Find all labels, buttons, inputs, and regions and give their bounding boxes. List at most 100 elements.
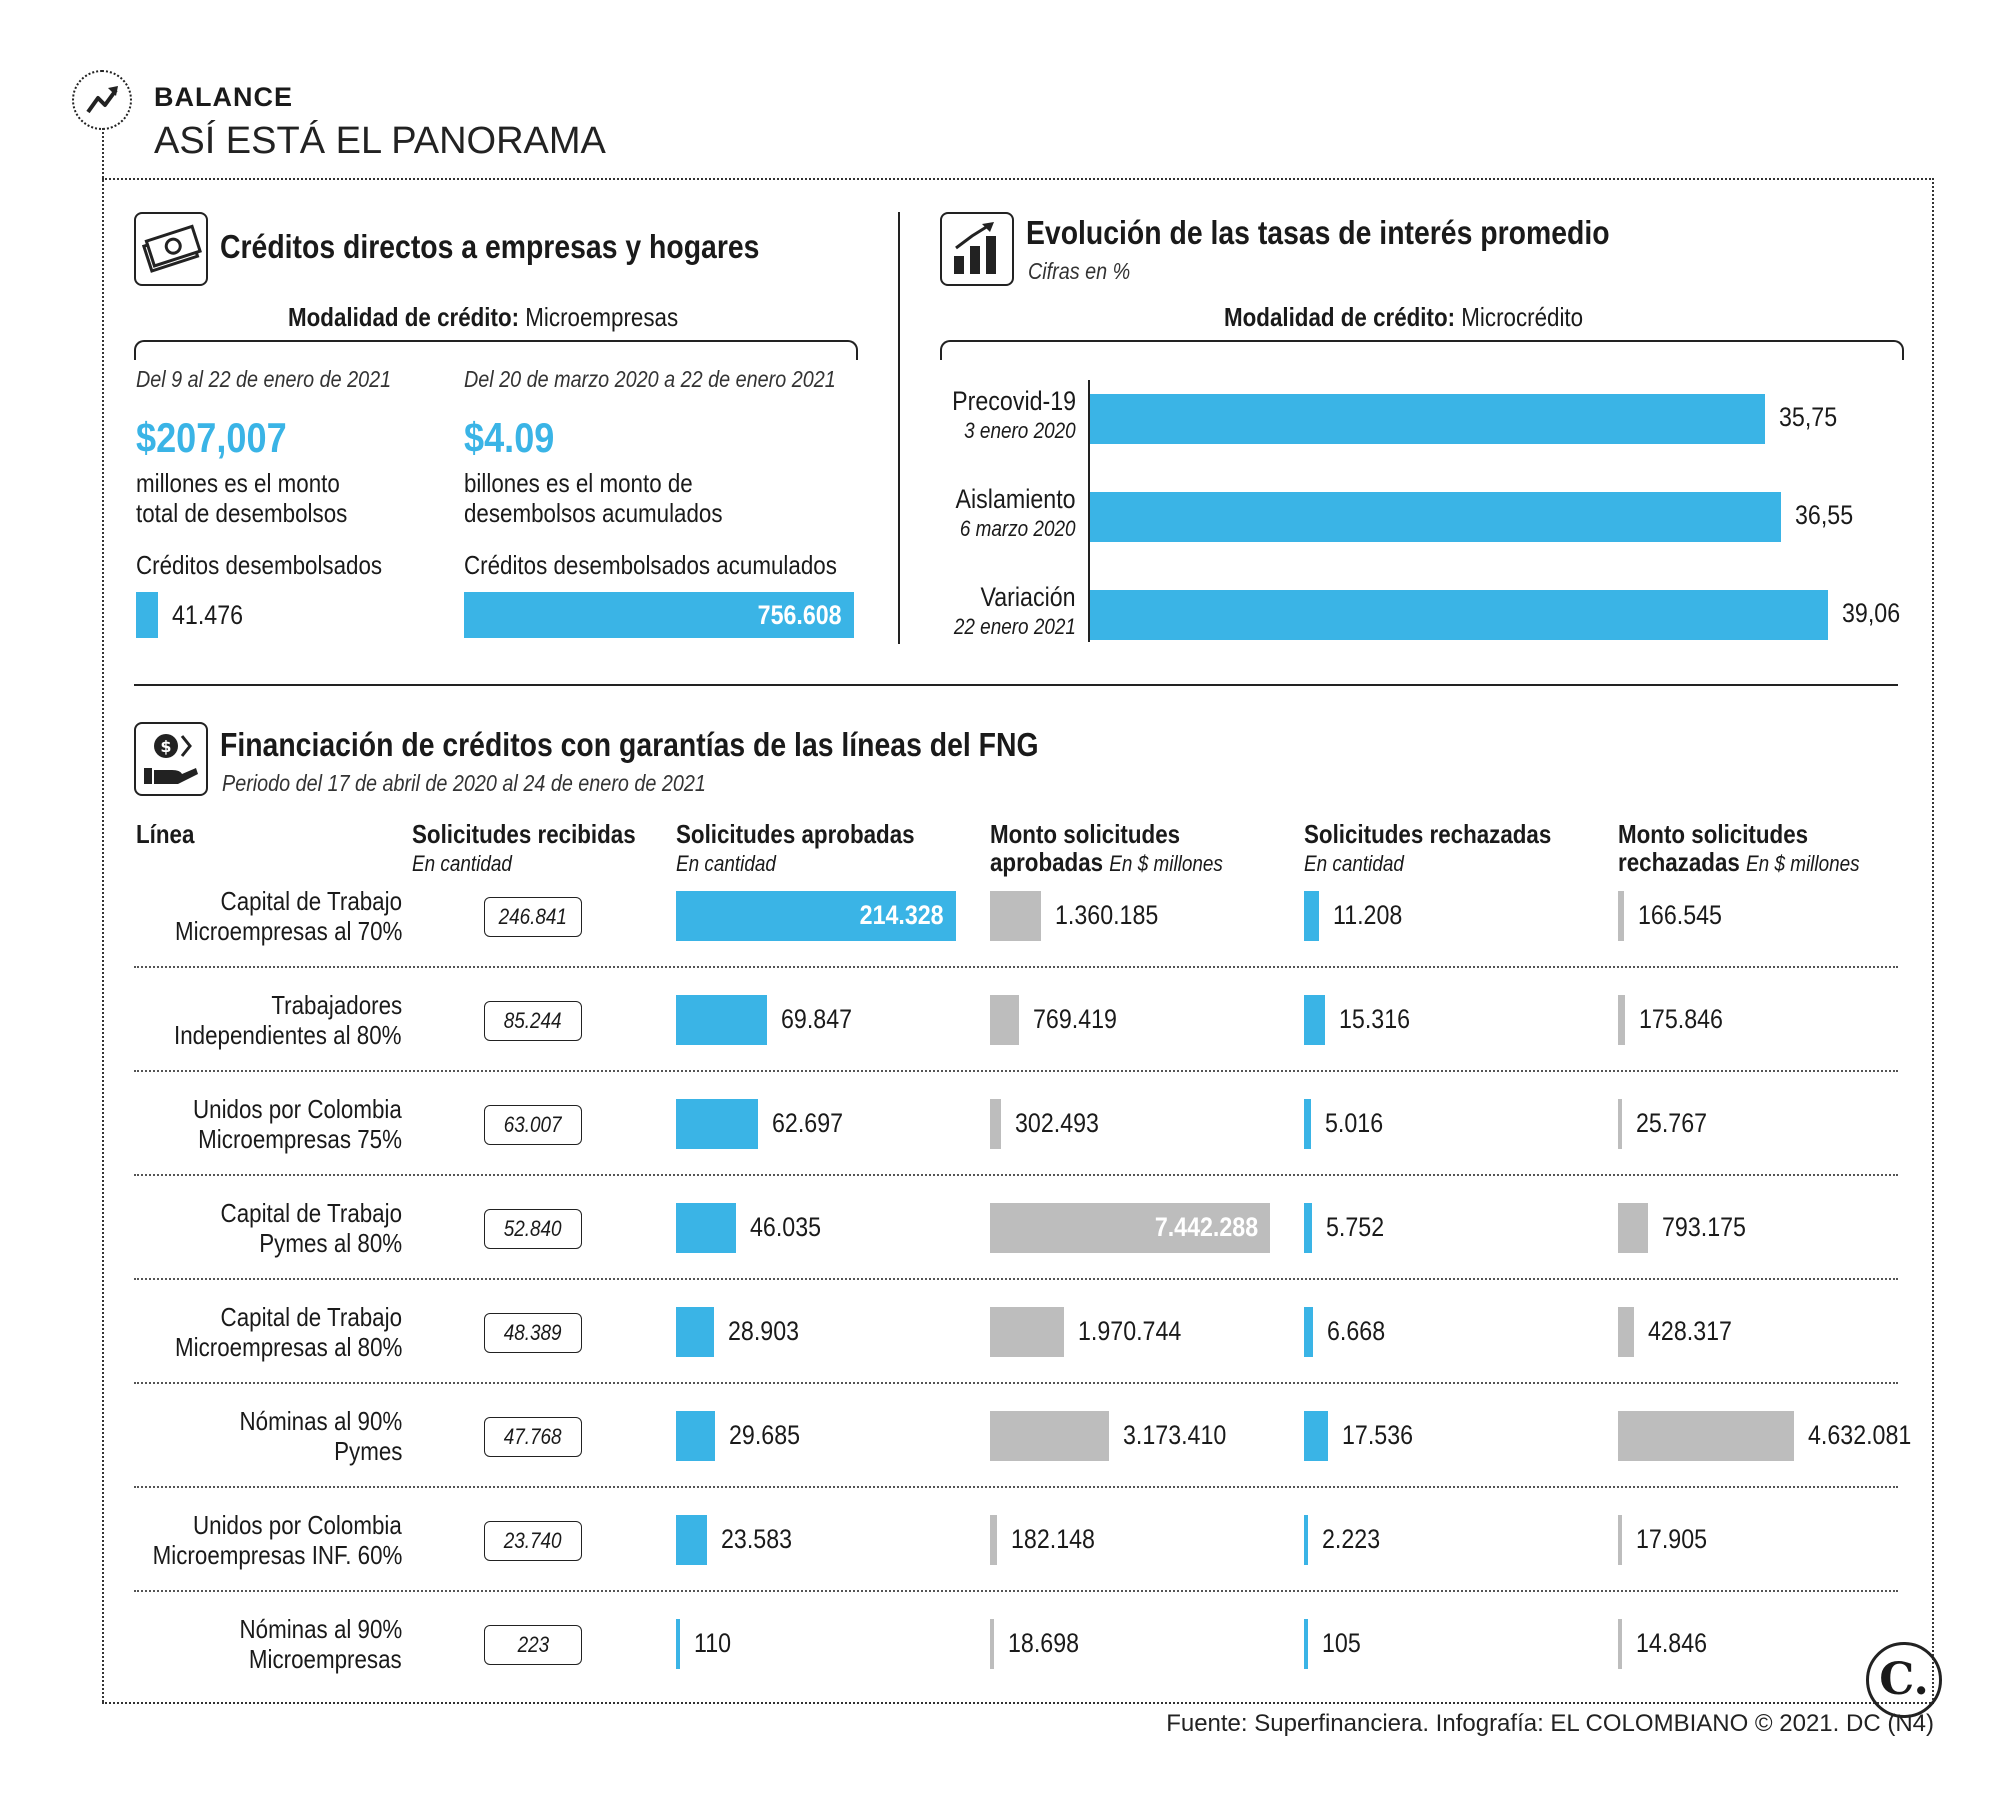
aprobadas-value-text: 28.903 <box>728 1316 800 1346</box>
rates-axis <box>1088 380 1090 642</box>
monto-rechazadas-value: 17.905 <box>1636 1524 1719 1555</box>
section-separator <box>134 684 1898 686</box>
aprobadas-value: 62.697 <box>772 1108 855 1139</box>
monto-rechazadas-value-text: 175.846 <box>1639 1004 1723 1034</box>
row-line-label-2: Microempresas al 80% <box>138 1332 402 1362</box>
aprobadas-value: 214.328 <box>846 900 944 931</box>
row-line-text-1: Trabajadores <box>271 990 402 1020</box>
frame-left-line <box>102 128 104 1702</box>
left-credits-label: Créditos desembolsados <box>136 550 383 580</box>
monto-aprobadas-value-text: 1.970.744 <box>1078 1316 1182 1346</box>
fng-title: Financiación de créditos con garantías d… <box>220 726 1039 763</box>
rechazadas-value-text: 15.316 <box>1339 1004 1411 1034</box>
rate-category-label: Precovid-19 <box>932 386 1076 417</box>
recibidas-value: 223 <box>517 1632 549 1657</box>
recibidas-value: 23.740 <box>504 1528 562 1553</box>
aprobadas-bar <box>676 995 767 1045</box>
monto-rechazadas-value-text: 428.317 <box>1648 1316 1732 1346</box>
row-separator <box>134 1486 1898 1488</box>
row-line-label-1: Nóminas al 90% <box>213 1406 402 1436</box>
right-period: Del 20 de marzo 2020 a 22 de enero 2021 <box>464 366 836 392</box>
right-credits-bar <box>464 592 854 638</box>
recibidas-value: 48.389 <box>504 1320 562 1345</box>
monto-rechazadas-value-text: 17.905 <box>1636 1524 1708 1554</box>
aprobadas-value: 46.035 <box>750 1212 833 1243</box>
row-separator <box>134 1590 1898 1592</box>
row-line-text-2: Microempresas <box>249 1644 402 1674</box>
col-recibidas-sub: En cantidad <box>412 851 512 876</box>
right-credits-value: 756.608 <box>758 600 842 630</box>
hand-coin-icon: $ <box>134 722 208 796</box>
col-monto-aprob-sub: En $ millones <box>1109 851 1223 876</box>
row-line-text-2: Microempresas 75% <box>198 1124 402 1154</box>
rechazadas-value-text: 11.208 <box>1333 900 1403 930</box>
monto-rechazadas-value: 14.846 <box>1636 1628 1719 1659</box>
monto-rechazadas-value-text: 25.767 <box>1636 1108 1708 1138</box>
row-line-text-1: Nóminas al 90% <box>239 1406 402 1436</box>
left-amount: $207,007 <box>136 414 287 461</box>
rate-date-text: 6 marzo 2020 <box>960 516 1076 541</box>
rechazadas-value-text: 5.752 <box>1326 1212 1385 1242</box>
rate-date-text: 3 enero 2020 <box>964 418 1076 443</box>
monto-aprobadas-value: 7.442.288 <box>1138 1212 1258 1243</box>
col-monto-aprob-1: Monto solicitudes <box>990 819 1181 849</box>
rate-category-label: Aislamiento <box>936 484 1076 515</box>
right-desc-1: billones es el monto de <box>464 468 693 498</box>
row-line-text-2: Microempresas al 70% <box>174 916 402 946</box>
rechazadas-bar <box>1304 891 1319 941</box>
aprobadas-bar <box>676 1307 714 1357</box>
rechazadas-bar <box>1304 1099 1311 1149</box>
recibidas-value: 63.007 <box>504 1112 562 1137</box>
rate-category-date: 3 enero 2020 <box>946 418 1076 444</box>
recibidas-value: 52.840 <box>504 1216 562 1241</box>
monto-rechazadas-value-text: 14.846 <box>1636 1628 1708 1658</box>
rechazadas-value-text: 17.536 <box>1342 1420 1414 1450</box>
recibidas-value: 246.841 <box>498 904 568 929</box>
monto-aprobadas-bar <box>990 995 1019 1045</box>
left-desc-2: total de desembolsos <box>136 498 348 528</box>
credits-modality-label: Modalidad de crédito: <box>288 302 520 332</box>
rate-category-date: 22 enero 2021 <box>934 614 1076 640</box>
left-period: Del 9 al 22 de enero de 2021 <box>136 366 392 392</box>
monto-aprobadas-value: 18.698 <box>1008 1628 1091 1659</box>
monto-aprobadas-bar <box>990 1307 1064 1357</box>
rechazadas-value: 11.208 <box>1333 900 1414 931</box>
monto-aprobadas-value-text: 7.442.288 <box>1154 1212 1258 1242</box>
monto-rechazadas-bar <box>1618 1203 1648 1253</box>
aprobadas-value-text: 214.328 <box>860 900 944 930</box>
aprobadas-bar <box>676 1099 758 1149</box>
aprobadas-bar <box>676 891 956 941</box>
monto-rechazadas-value: 428.317 <box>1648 1316 1746 1347</box>
rechazadas-bar <box>1304 1515 1308 1565</box>
row-line-label-2: Pymes <box>323 1436 402 1466</box>
monto-rechazadas-bar <box>1618 1307 1634 1357</box>
monto-aprobadas-value-text: 1.360.185 <box>1055 900 1159 930</box>
rechazadas-value: 5.752 <box>1326 1212 1394 1243</box>
row-separator <box>134 1070 1898 1072</box>
recibidas-pill: 246.841 <box>484 897 582 937</box>
rate-value-text: 36,55 <box>1795 500 1854 530</box>
row-line-label-2: Microempresas INF. 60% <box>112 1540 402 1570</box>
bar-growth-icon <box>940 212 1014 286</box>
row-line-label-1: Capital de Trabajo <box>191 1198 402 1228</box>
col-monto-aprob-2: aprobadas <box>990 847 1104 877</box>
monto-rechazadas-value: 175.846 <box>1639 1004 1737 1035</box>
row-line-text-2: Independientes al 80% <box>174 1020 402 1050</box>
row-line-text-2: Pymes al 80% <box>259 1228 402 1258</box>
rates-bracket <box>940 340 1904 360</box>
rate-category-date: 6 marzo 2020 <box>941 516 1076 542</box>
row-line-text-1: Unidos por Colombia <box>193 1094 402 1124</box>
col-rechazadas-sub: En cantidad <box>1304 851 1404 876</box>
rechazadas-value-text: 5.016 <box>1325 1108 1384 1138</box>
col-linea: Línea <box>136 819 195 849</box>
rechazadas-value: 105 <box>1322 1628 1367 1659</box>
rates-modality-value: Microcrédito <box>1461 302 1584 332</box>
monto-aprobadas-bar <box>990 1619 994 1669</box>
rechazadas-value: 17.536 <box>1342 1420 1425 1451</box>
monto-aprobadas-bar <box>990 1515 997 1565</box>
trend-arrow-icon <box>72 70 132 130</box>
monto-rechazadas-value-text: 793.175 <box>1662 1212 1746 1242</box>
monto-aprobadas-bar <box>990 891 1041 941</box>
left-credits-bar <box>136 592 158 638</box>
monto-rechazadas-value: 166.545 <box>1638 900 1736 931</box>
